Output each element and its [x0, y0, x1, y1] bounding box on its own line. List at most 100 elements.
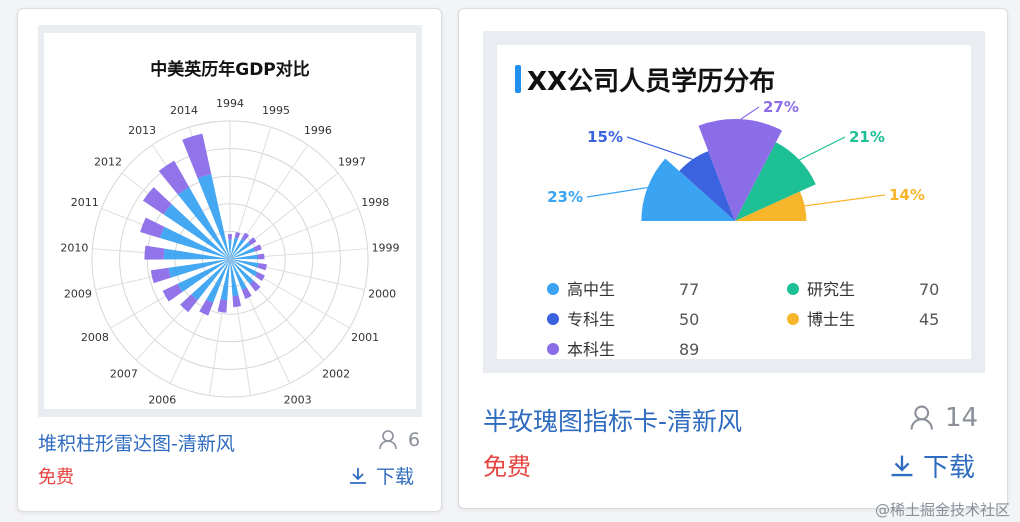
bar-segment — [257, 253, 265, 260]
bar-segment — [230, 238, 245, 259]
category-label: 2003 — [284, 394, 312, 407]
bar-segment — [217, 299, 228, 313]
bar-segment — [257, 263, 267, 271]
user-count: 6 — [378, 429, 420, 451]
bar-segment — [230, 241, 251, 259]
chart-title: XX公司人员学历分布 — [527, 67, 776, 97]
bar-segment — [199, 299, 214, 316]
label-leader-line — [626, 136, 693, 160]
bar-segment — [168, 259, 230, 278]
legend-label: 研究生 — [807, 280, 855, 299]
download-button[interactable]: 下载 — [889, 447, 975, 484]
legend-label: 博士生 — [807, 310, 855, 329]
chart-canvas: XX公司人员学历分布 23% 15% 27% 21% 14% 高中生 77 研究生 70 专科生 5… — [497, 45, 971, 359]
chart-canvas: 中美英历年GDP对比 1994 1995 1996 1997 1998 1999 2000 2… — [44, 33, 416, 409]
bar-segment — [227, 234, 233, 240]
bar-segment — [182, 133, 212, 179]
bar-segment — [241, 287, 252, 299]
price-label: 免费 — [38, 467, 74, 488]
bar-segment — [177, 259, 230, 293]
price-label: 免费 — [483, 453, 531, 481]
radar-bar-chart: 1994 1995 1996 1997 1998 1999 2000 2001 2002 2003… — [60, 97, 400, 409]
legend-marker — [547, 283, 559, 295]
legend-marker — [547, 313, 559, 325]
download-icon — [348, 466, 368, 486]
legend-value: 45 — [919, 310, 939, 329]
category-label: 2009 — [64, 288, 92, 301]
category-label: 1995 — [262, 104, 290, 117]
percent-label: 23% — [547, 188, 583, 206]
bar-segment — [158, 160, 190, 195]
rose-slice — [641, 158, 735, 221]
download-button[interactable]: 下载 — [348, 462, 414, 489]
label-leader-line — [799, 136, 846, 161]
legend-label: 本科生 — [567, 340, 615, 359]
bar-segment — [206, 259, 230, 303]
bar-segment — [220, 259, 230, 301]
bar-segment — [230, 247, 256, 259]
percent-label: 14% — [889, 186, 925, 204]
rose-slice — [679, 151, 735, 221]
category-label: 1999 — [372, 241, 400, 254]
category-label: 1998 — [361, 196, 389, 209]
bar-segment — [254, 271, 265, 282]
user-count-value: 6 — [408, 429, 421, 451]
bar-segment — [140, 217, 165, 238]
bar-segment — [163, 204, 230, 259]
legend-value: 70 — [919, 280, 939, 299]
bar-segment — [159, 226, 230, 259]
bar-segment — [180, 294, 198, 313]
category-label: 1994 — [216, 97, 244, 110]
chart-preview[interactable]: XX公司人员学历分布 23% 15% 27% 21% 14% 高中生 77 研究生 70 专科生 5… — [483, 31, 985, 373]
percent-label: 15% — [587, 128, 623, 146]
category-label: 2001 — [351, 331, 379, 344]
title-accent-bar — [515, 65, 521, 93]
bar-segment — [230, 259, 259, 268]
category-label: 2007 — [110, 367, 138, 380]
template-card-radar[interactable]: 中美英历年GDP对比 1994 1995 1996 1997 1998 1999 2000 2… — [17, 8, 442, 512]
legend-label: 专科生 — [567, 310, 615, 329]
category-label: 1997 — [338, 156, 366, 169]
legend-marker — [787, 313, 799, 325]
category-label: 2006 — [148, 394, 176, 407]
user-icon — [909, 404, 937, 432]
category-label: 2008 — [81, 331, 109, 344]
label-leader-line — [804, 194, 886, 207]
bar-segment — [230, 259, 258, 277]
download-label: 下载 — [376, 466, 415, 488]
category-label: 2011 — [71, 196, 99, 209]
template-name-link[interactable]: 堆积柱形雷达图-清新风 — [38, 433, 235, 455]
legend-marker — [547, 343, 559, 355]
bar-segment — [163, 248, 230, 260]
watermark: @稀土掘金技术社区 — [874, 501, 1010, 519]
template-name-link[interactable]: 半玫瑰图指标卡-清新风 — [483, 407, 743, 436]
bar-segment — [230, 259, 254, 284]
bar-segment — [249, 280, 261, 292]
category-label: 2004 — [239, 407, 267, 409]
chart-preview[interactable]: 中美英历年GDP对比 1994 1995 1996 1997 1998 1999 2000 2… — [38, 25, 422, 417]
category-label: 2014 — [170, 104, 198, 117]
download-label: 下载 — [923, 453, 976, 483]
bar-segment — [232, 295, 242, 308]
category-label: 2005 — [193, 407, 221, 409]
template-card-rose[interactable]: XX公司人员学历分布 23% 15% 27% 21% 14% 高中生 77 研究生 70 专科生 5… — [458, 8, 1008, 509]
category-label: 2010 — [60, 241, 88, 254]
user-count-value: 14 — [945, 403, 979, 433]
bar-segment — [241, 232, 250, 241]
bar-segment — [230, 254, 258, 260]
category-label: 2002 — [322, 367, 350, 380]
chart-title: 中美英历年GDP对比 — [150, 60, 310, 80]
category-label: 1996 — [304, 124, 332, 137]
bar-segment — [230, 259, 239, 297]
bar-segment — [248, 237, 257, 246]
label-leader-line — [586, 186, 648, 198]
bar-segment — [150, 267, 171, 284]
bar-segment — [177, 186, 230, 259]
percent-label: 21% — [849, 128, 885, 146]
rose-slice — [698, 119, 783, 221]
bar-segment — [253, 244, 262, 252]
bar-segment — [228, 239, 232, 259]
bar-segment — [191, 259, 230, 301]
bar-segment — [234, 232, 241, 239]
bar-segment — [230, 259, 247, 290]
